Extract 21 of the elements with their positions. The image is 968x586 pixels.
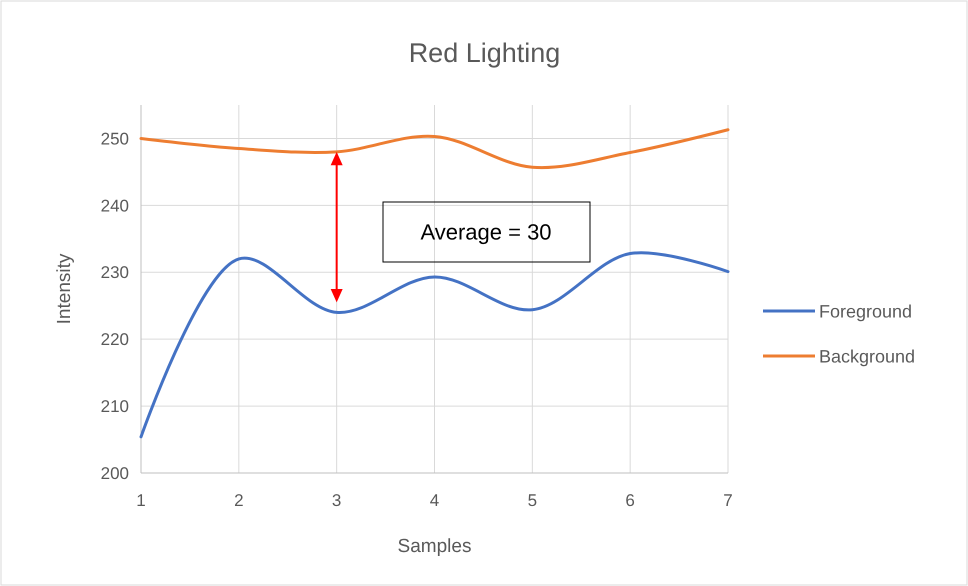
line-series — [140, 251, 730, 438]
x-tick-label: 5 — [528, 491, 538, 510]
line-series — [140, 128, 730, 170]
x-tick-label: 6 — [625, 491, 635, 510]
x-tick-label: 1 — [136, 491, 146, 510]
y-tick-label: 240 — [100, 196, 129, 216]
y-tick-label: 250 — [100, 129, 129, 148]
y-tick-label: 210 — [100, 397, 129, 416]
y-axis-title: Intensity — [54, 253, 75, 324]
chart-title: Red Lighting — [408, 38, 560, 68]
x-tick-label: 4 — [430, 491, 440, 510]
annotation: Average = 30 — [420, 220, 552, 245]
x-tick-label: 7 — [723, 491, 733, 510]
y-tick-label: 200 — [100, 464, 129, 483]
x-axis-title: Samples — [398, 536, 472, 557]
legend-label: Background — [819, 346, 916, 366]
y-tick-label: 220 — [100, 330, 129, 350]
x-tick-label: 2 — [234, 491, 244, 510]
y-tick-label: 230 — [100, 263, 129, 282]
x-tick-label: 3 — [332, 491, 342, 510]
legend-label: Foreground — [819, 301, 912, 322]
